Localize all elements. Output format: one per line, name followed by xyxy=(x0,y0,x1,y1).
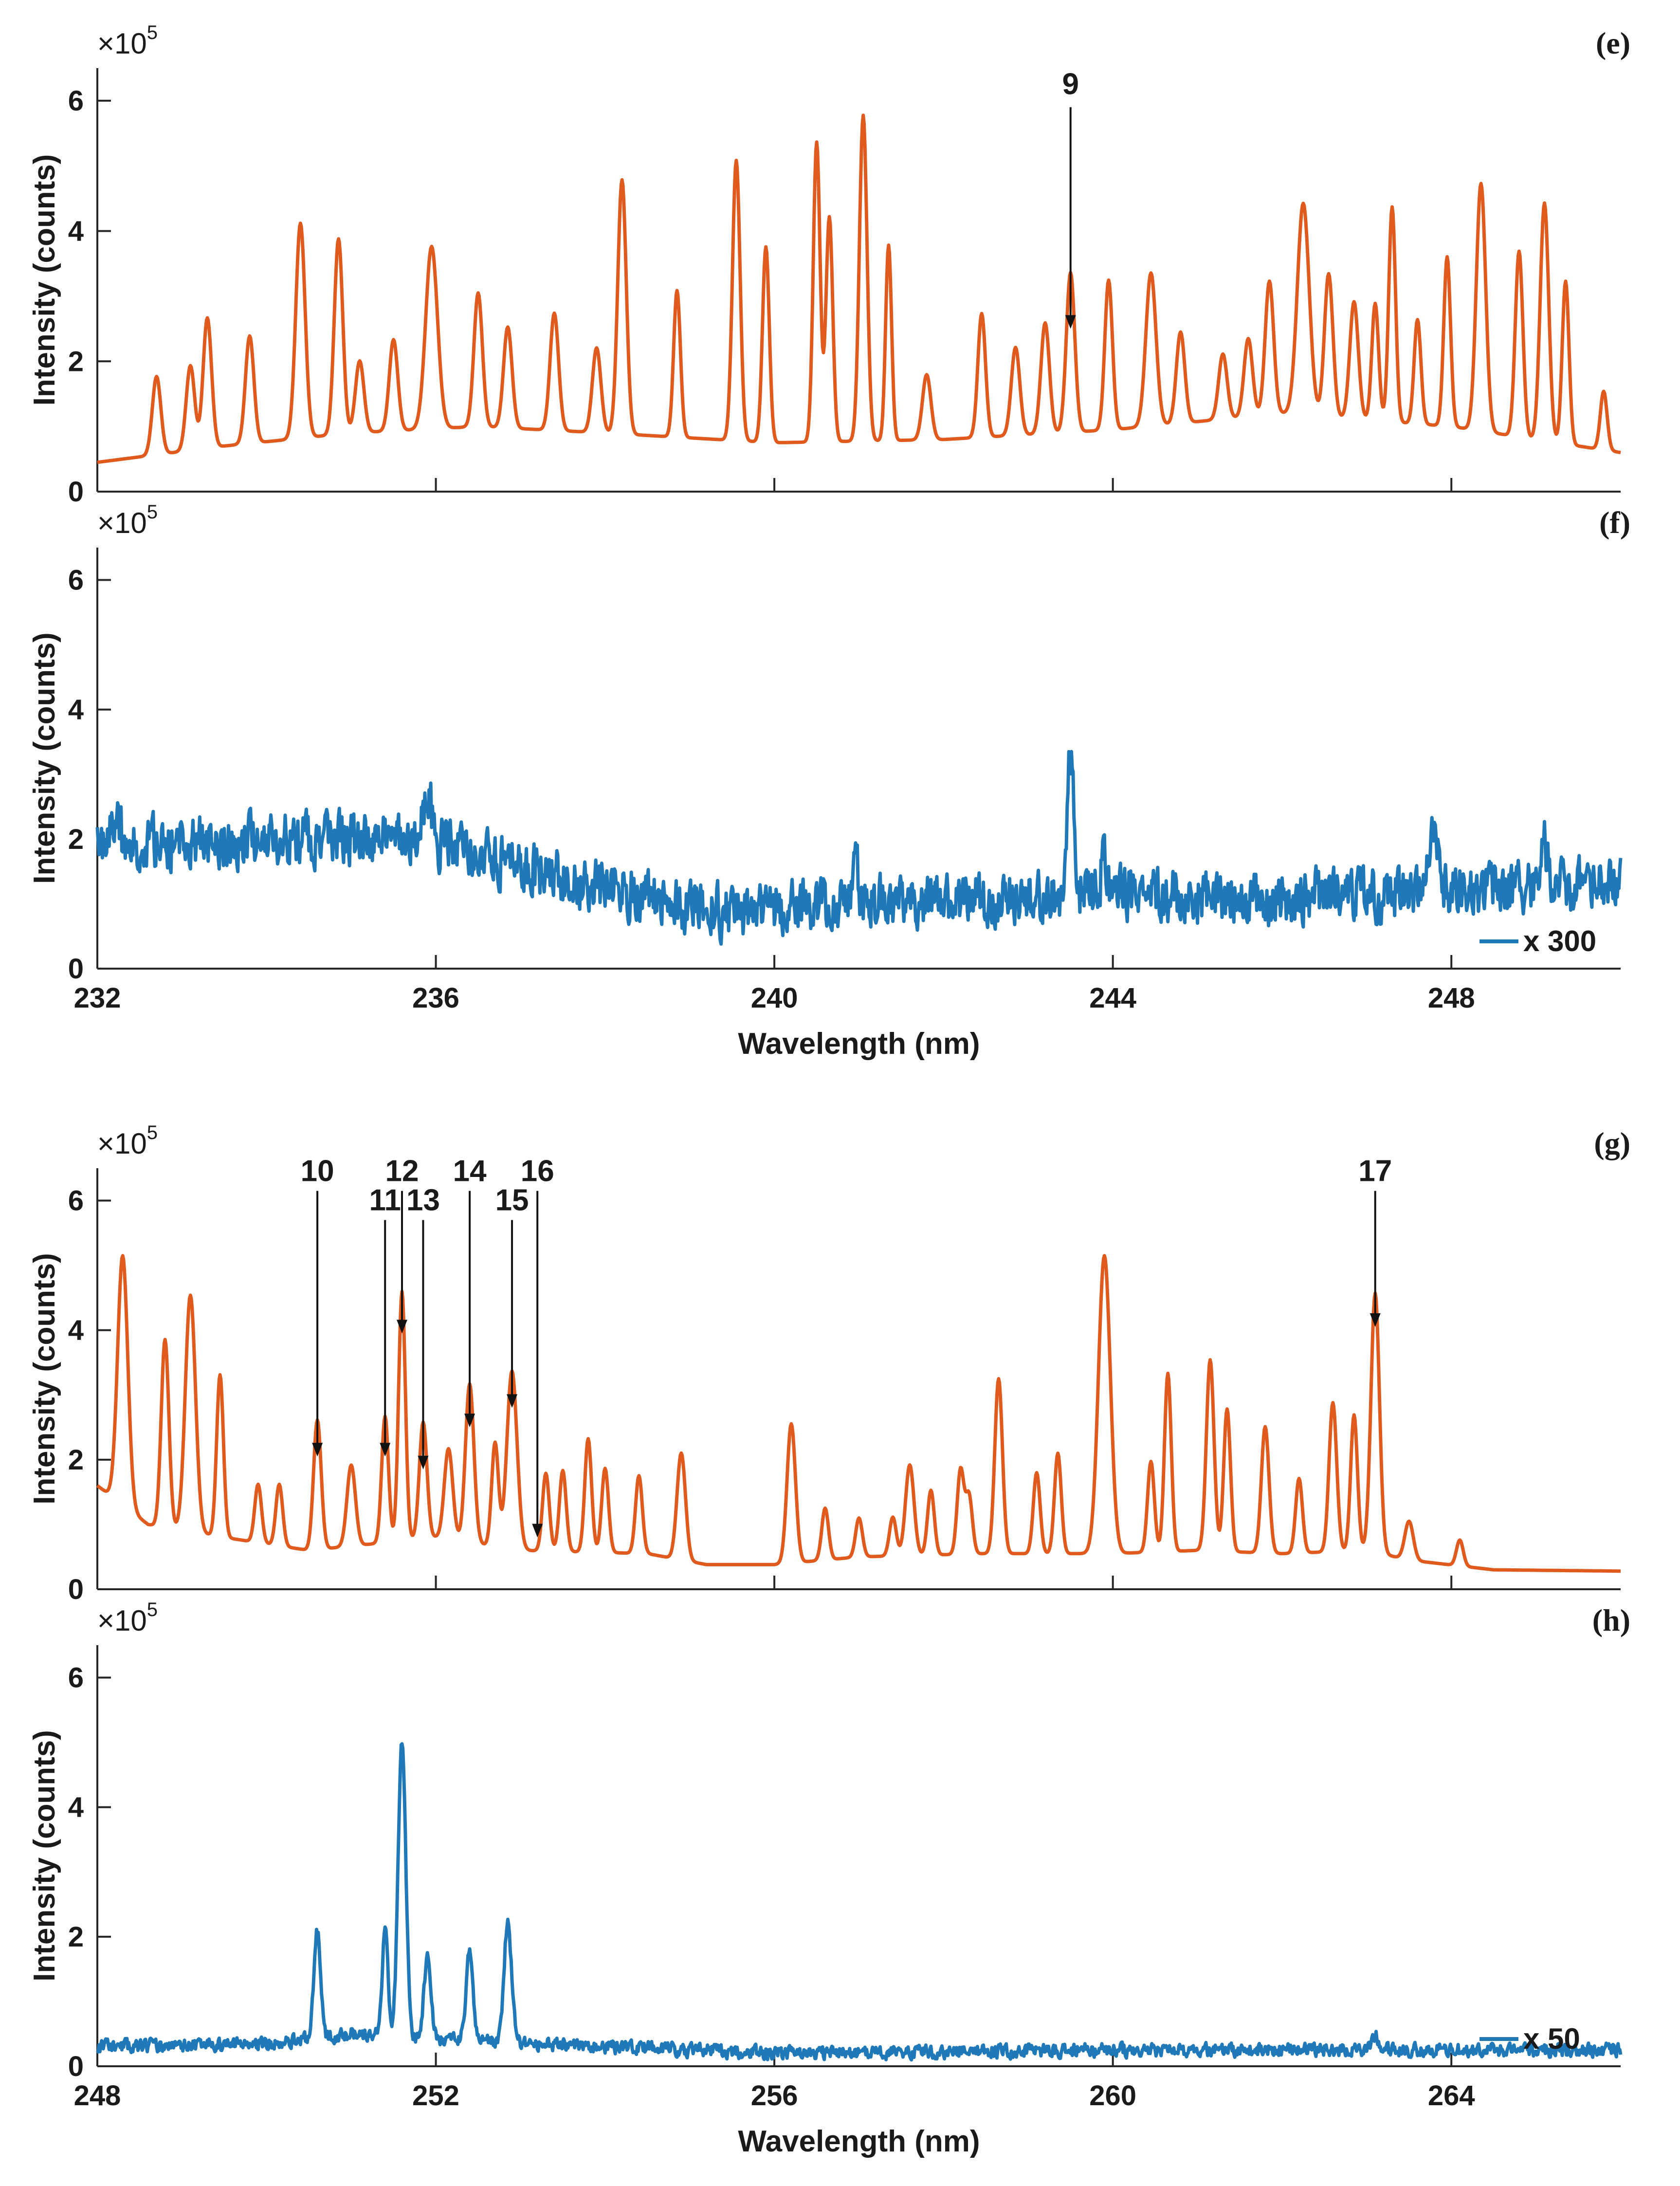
x-tick-label: 248 xyxy=(74,2080,121,2112)
x-tick-label: 248 xyxy=(1428,982,1475,1014)
annotation-arrowhead-16 xyxy=(532,1524,543,1538)
x-tick-label: 252 xyxy=(412,2080,459,2112)
annotation-label-15: 15 xyxy=(495,1184,529,1217)
panel-label: (g) xyxy=(1594,1126,1630,1160)
y-tick-label: 4 xyxy=(68,1792,84,1823)
y-multiplier-base: ×10 xyxy=(97,507,147,539)
annotation-label-16: 16 xyxy=(521,1155,554,1188)
y-multiplier: ×105 xyxy=(97,1599,158,1637)
y-multiplier-base: ×10 xyxy=(97,27,147,60)
legend-label: x 50 xyxy=(1523,2022,1580,2055)
y-tick-label: 6 xyxy=(68,85,84,117)
x-axis-label: Wavelength (nm) xyxy=(738,2125,980,2158)
y-multiplier-base: ×10 xyxy=(97,1604,147,1637)
y-multiplier-exponent: 5 xyxy=(147,501,158,523)
spectrum-line-h xyxy=(96,1742,1623,2062)
annotation-label-14: 14 xyxy=(453,1155,487,1188)
y-tick-label: 6 xyxy=(68,565,84,596)
x-tick-label: 260 xyxy=(1089,2080,1136,2112)
annotation-label-11: 11 xyxy=(369,1184,401,1217)
annotation-label-9: 9 xyxy=(1062,68,1078,101)
x-tick-label: 264 xyxy=(1428,2080,1475,2112)
y-multiplier: ×105 xyxy=(97,501,158,539)
annotation-arrowhead-10 xyxy=(312,1443,323,1457)
annotation-arrowhead-13 xyxy=(418,1455,429,1470)
y-tick-label: 2 xyxy=(68,824,84,855)
spectrum-line-e xyxy=(96,113,1622,464)
spectrum-line-f xyxy=(95,750,1623,946)
y-axis-label: Intensity (counts) xyxy=(28,154,61,406)
annotation-arrowhead-15 xyxy=(507,1394,518,1408)
y-tick-label: 4 xyxy=(68,216,84,247)
y-tick-label: 6 xyxy=(68,1662,84,1694)
annotation-label-10: 10 xyxy=(301,1155,334,1188)
annotation-label-13: 13 xyxy=(406,1184,440,1217)
panel-h: 0 2 4 6 248 252 256 260 264 Intensity (counts) Wav… xyxy=(28,1599,1630,2158)
x-tick-label: 232 xyxy=(74,982,121,1014)
y-tick-label: 0 xyxy=(68,953,84,985)
spectrum-line-g xyxy=(96,1254,1622,1573)
y-tick-label: 2 xyxy=(68,1444,84,1476)
y-multiplier-exponent: 5 xyxy=(147,1599,158,1620)
annotation-arrowhead-14 xyxy=(464,1414,475,1428)
y-multiplier: ×105 xyxy=(97,22,158,60)
annotation-arrowhead-9 xyxy=(1065,315,1076,329)
panel-label: (e) xyxy=(1596,26,1630,60)
x-tick-label: 240 xyxy=(751,982,798,1014)
x-axis-label: Wavelength (nm) xyxy=(738,1027,980,1061)
panel-f: 0 2 4 6 232 236 240 244 248 Intensity (counts) Wav… xyxy=(28,501,1630,1061)
y-axis-label: Intensity (counts) xyxy=(28,1730,61,1982)
annotation-arrowhead-12 xyxy=(397,1320,407,1334)
y-tick-label: 4 xyxy=(68,694,84,726)
y-multiplier: ×105 xyxy=(97,1122,158,1160)
x-tick-label: 256 xyxy=(751,2080,798,2112)
y-tick-label: 2 xyxy=(68,346,84,377)
y-multiplier-base: ×10 xyxy=(97,1127,147,1160)
panel-label: (f) xyxy=(1599,505,1630,540)
y-axis-label: Intensity (counts) xyxy=(28,632,61,884)
y-multiplier-exponent: 5 xyxy=(147,22,158,43)
y-tick-label: 0 xyxy=(68,2051,84,2082)
y-tick-label: 0 xyxy=(68,476,84,508)
annotation-label-17: 17 xyxy=(1358,1155,1392,1188)
x-tick-label: 244 xyxy=(1089,982,1136,1014)
panel-e: 0 2 4 6 Intensity (counts) ×105 (e) 9 xyxy=(28,22,1630,508)
annotation-arrowhead-17 xyxy=(1370,1313,1381,1327)
y-tick-label: 2 xyxy=(68,1921,84,1953)
y-multiplier-exponent: 5 xyxy=(147,1122,158,1143)
panel-label: (h) xyxy=(1592,1603,1630,1637)
annotation-arrowhead-11 xyxy=(380,1443,391,1457)
legend-label: x 300 xyxy=(1523,925,1596,957)
y-tick-label: 0 xyxy=(68,1574,84,1605)
annotation-label-12: 12 xyxy=(385,1155,419,1188)
y-tick-label: 4 xyxy=(68,1315,84,1346)
x-tick-label: 236 xyxy=(412,982,459,1014)
y-tick-label: 6 xyxy=(68,1185,84,1217)
y-axis-label: Intensity (counts) xyxy=(28,1253,61,1505)
